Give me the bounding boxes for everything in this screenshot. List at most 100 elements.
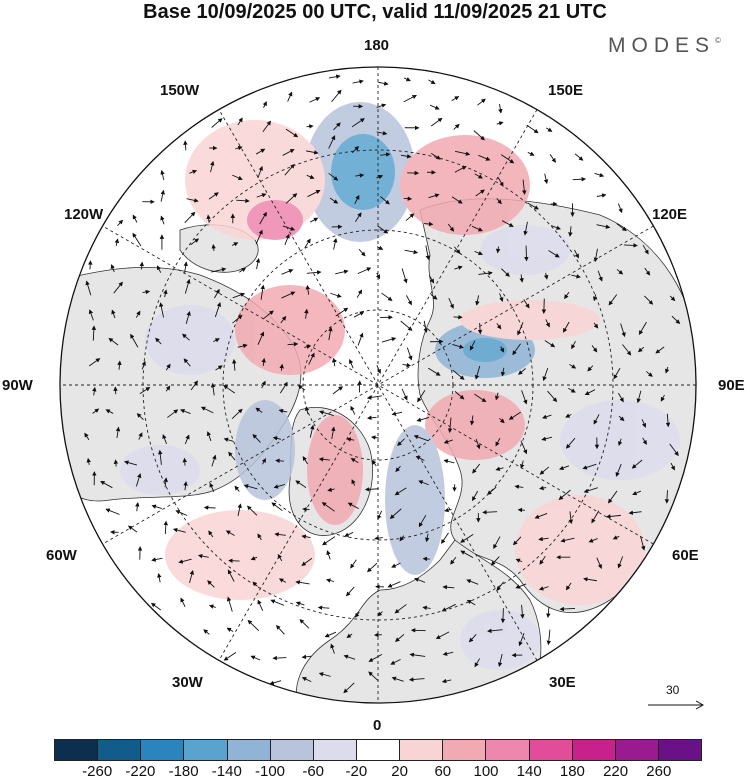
modes-logo: MODES© xyxy=(608,34,721,58)
wind-vector xyxy=(632,490,642,496)
wind-vector xyxy=(441,603,456,612)
anomaly-pink-5 xyxy=(307,415,363,525)
colorbar-segment xyxy=(55,740,98,760)
wind-vector xyxy=(84,432,90,441)
wind-vector xyxy=(186,198,199,203)
wind-vector xyxy=(330,292,342,298)
wind-vector xyxy=(538,586,549,591)
wind-vector xyxy=(454,246,461,255)
wind-vector xyxy=(183,261,188,273)
wind-vector xyxy=(226,627,234,632)
wind-vector xyxy=(669,443,679,457)
wind-vector xyxy=(124,460,138,466)
anomaly-blue-1-core xyxy=(331,134,395,210)
wind-vector xyxy=(487,628,503,634)
wind-vector xyxy=(471,225,483,232)
wind-vector xyxy=(301,654,312,660)
wind-vector xyxy=(86,457,91,465)
wind-vector xyxy=(110,264,115,273)
wind-vector xyxy=(162,434,167,445)
wind-vector xyxy=(612,535,620,540)
wind-vector xyxy=(391,676,404,682)
wind-vector xyxy=(542,367,549,382)
wind-vector xyxy=(185,310,191,325)
wind-vector xyxy=(512,536,522,546)
wind-vector xyxy=(515,558,523,563)
wind-vector xyxy=(638,321,647,335)
wind-vector xyxy=(541,436,553,441)
wind-vector xyxy=(496,323,502,330)
wind-vector xyxy=(269,680,282,686)
wind-vector xyxy=(309,424,315,438)
wind-vector xyxy=(501,220,514,227)
wind-vector xyxy=(324,631,337,638)
wind-vector xyxy=(622,344,632,356)
wind-vector xyxy=(588,538,598,543)
lon-label-0: 0 xyxy=(373,717,382,734)
wind-vector xyxy=(664,490,670,504)
wind-vector xyxy=(250,556,258,561)
wind-vector xyxy=(390,658,401,665)
meridian-lines xyxy=(60,67,696,703)
wind-vector xyxy=(594,172,605,178)
wind-vector xyxy=(208,192,219,200)
colorbar-segment xyxy=(571,740,615,760)
lon-label-150w: 150W xyxy=(160,82,200,99)
anomaly-blue-7 xyxy=(560,400,680,480)
wind-vector xyxy=(376,130,388,136)
land-eurasia-east xyxy=(417,198,696,614)
wind-vector xyxy=(569,364,577,369)
wind-vector xyxy=(469,340,476,351)
wind-vector xyxy=(422,605,431,611)
wind-vector xyxy=(350,405,356,415)
wind-vector xyxy=(559,465,570,471)
wind-vector xyxy=(587,365,594,372)
wind-vector xyxy=(494,392,500,401)
wind-vector xyxy=(460,550,474,558)
wind-vector xyxy=(538,536,549,542)
wind-vector xyxy=(85,280,92,296)
wind-vector xyxy=(543,272,549,280)
wind-vector xyxy=(257,599,264,611)
wind-vector xyxy=(451,96,460,102)
wind-vector xyxy=(160,189,165,202)
wind-vector xyxy=(475,189,485,197)
map-title: Base 10/09/2025 00 UTC, valid 11/09/2025… xyxy=(143,1,607,23)
wind-vector xyxy=(617,392,624,403)
wind-vector xyxy=(660,394,665,402)
wind-vector xyxy=(210,160,215,173)
colorbar-segment xyxy=(312,740,356,760)
wind-vector xyxy=(404,249,419,255)
wind-vector xyxy=(428,79,436,85)
wind-vector xyxy=(117,360,122,370)
wind-vector xyxy=(163,289,168,298)
wind-vector xyxy=(591,510,600,524)
wind-vector xyxy=(346,437,355,442)
wind-vector xyxy=(318,410,334,417)
wind-vector xyxy=(441,532,449,544)
wind-vector xyxy=(397,438,405,447)
wind-vector xyxy=(452,343,464,349)
wind-vector xyxy=(301,677,312,683)
wind-vector xyxy=(327,487,335,492)
wind-vector xyxy=(558,489,571,500)
anomaly-shading xyxy=(120,102,680,670)
colorbar-tick-label: -260 xyxy=(82,763,113,780)
anomaly-pink-8 xyxy=(460,300,600,340)
wind-vector xyxy=(280,315,287,324)
wind-vector xyxy=(88,260,93,270)
wind-vector xyxy=(565,437,576,449)
wind-vector xyxy=(175,510,188,516)
wind-vector xyxy=(371,435,380,440)
lon-label-30w: 30W xyxy=(172,674,203,691)
wind-vector xyxy=(135,502,140,512)
wind-vector xyxy=(351,118,365,128)
land-europe xyxy=(296,539,542,703)
wind-vector xyxy=(644,295,654,305)
wind-vector xyxy=(608,294,618,306)
anomaly-pink-4 xyxy=(235,285,345,375)
wind-vector xyxy=(495,466,504,471)
wind-vector xyxy=(345,586,355,597)
colorbar-segment xyxy=(442,740,486,760)
wind-vector xyxy=(182,333,190,341)
